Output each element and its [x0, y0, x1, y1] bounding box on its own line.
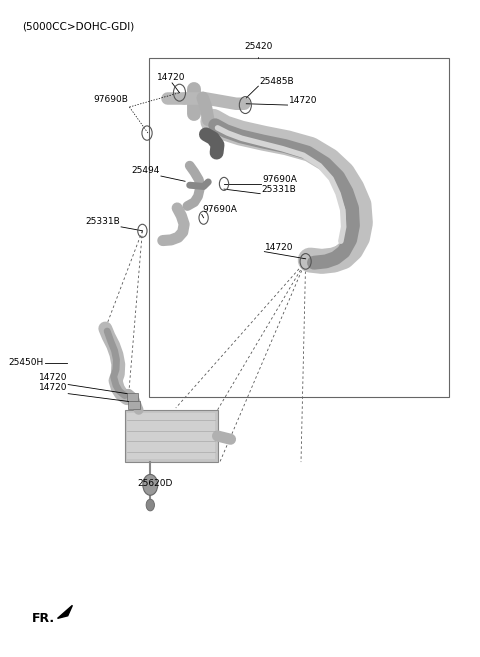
Bar — [127, 413, 215, 459]
Text: 25331B: 25331B — [261, 185, 296, 194]
Text: 25420: 25420 — [244, 42, 273, 51]
Text: 14720: 14720 — [39, 373, 67, 382]
Circle shape — [143, 474, 158, 495]
Text: 14720: 14720 — [288, 96, 317, 105]
Text: 25494: 25494 — [132, 166, 160, 175]
Text: 14720: 14720 — [265, 242, 294, 252]
Text: 97690A: 97690A — [203, 205, 238, 214]
Bar — [129, 401, 140, 409]
Circle shape — [146, 499, 155, 511]
Text: 25485B: 25485B — [259, 76, 294, 85]
Polygon shape — [58, 605, 72, 618]
Text: 25620D: 25620D — [138, 479, 173, 488]
Bar — [149, 58, 449, 397]
Text: 97690A: 97690A — [262, 175, 297, 184]
Text: 14720: 14720 — [39, 382, 67, 392]
Bar — [125, 410, 217, 462]
Text: 14720: 14720 — [157, 73, 185, 82]
Text: FR.: FR. — [32, 612, 55, 625]
Text: 25331B: 25331B — [85, 217, 120, 226]
Text: (5000CC>DOHC-GDI): (5000CC>DOHC-GDI) — [22, 21, 134, 31]
Bar — [127, 393, 138, 401]
Text: 25450H: 25450H — [9, 358, 44, 367]
Text: 97690B: 97690B — [94, 95, 129, 104]
